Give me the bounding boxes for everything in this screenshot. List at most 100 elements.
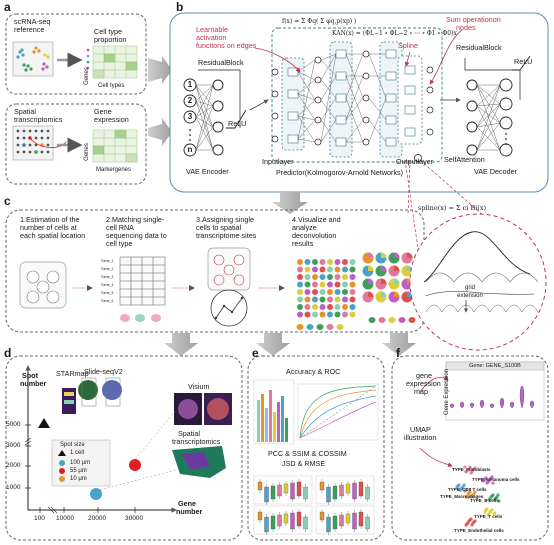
d-ylabel-1: Spot bbox=[22, 371, 38, 380]
boxplot-box bbox=[365, 516, 370, 530]
decoder-nodes-2 bbox=[499, 78, 513, 157]
pie-spot bbox=[334, 311, 341, 318]
celltype-prop-1: Cell type bbox=[94, 27, 122, 36]
accuracy-bar-chart bbox=[253, 379, 295, 445]
pie-slice bbox=[381, 265, 387, 271]
step2-cells bbox=[120, 314, 161, 322]
panel-a-bottom-box bbox=[5, 103, 147, 185]
umap-point bbox=[496, 493, 500, 497]
step1-line3: each spatial location bbox=[20, 231, 86, 240]
boxplot-box bbox=[283, 513, 289, 524]
output-layer: Outputlayer bbox=[396, 157, 434, 166]
umap-label-tcells: TYPE_T cells bbox=[474, 514, 503, 519]
grid-label-2: extension bbox=[457, 293, 483, 299]
step1-tissue-icon bbox=[19, 261, 67, 309]
violin bbox=[529, 400, 535, 409]
panel-b-box bbox=[169, 12, 549, 193]
gene-map-3: map bbox=[414, 387, 428, 396]
marker-visium bbox=[129, 459, 141, 471]
boxplot-box bbox=[296, 511, 302, 527]
legend-1cell: 1 cell bbox=[70, 450, 85, 456]
boxplot-box bbox=[352, 482, 357, 500]
violin bbox=[509, 401, 515, 409]
umap-point bbox=[486, 513, 490, 517]
umap-point bbox=[468, 465, 472, 469]
pie-spot bbox=[349, 296, 356, 303]
marker-slideseq bbox=[90, 488, 102, 500]
umap-label-melanoma: TYPE_Melanoma cells bbox=[472, 477, 520, 482]
pie-slice bbox=[407, 252, 413, 258]
pie-spot bbox=[312, 274, 318, 280]
step2-line4: cell type bbox=[106, 239, 133, 248]
legend-title: Spot size bbox=[60, 442, 85, 448]
umap-point bbox=[489, 476, 493, 480]
umap-label-endo: TYPE_Endothelial cells bbox=[454, 528, 504, 533]
pie-spot bbox=[327, 281, 333, 288]
spline-label: Spline bbox=[398, 41, 418, 50]
pie-slice bbox=[381, 291, 387, 297]
ytick-2000: 2000 bbox=[6, 462, 21, 469]
pie-spot bbox=[349, 311, 356, 318]
boxplot-box bbox=[352, 512, 357, 530]
pie-spot bbox=[334, 274, 341, 280]
celltype-prop-2: proportion bbox=[94, 35, 127, 44]
panel-letter-e: e bbox=[252, 346, 259, 360]
umap-label-fibro: TYPE_Fibroblasts bbox=[452, 467, 491, 472]
vae-encoder: VAE Encoder bbox=[186, 167, 229, 176]
cell-blob bbox=[398, 317, 406, 323]
pie-spot bbox=[334, 304, 341, 310]
pie-slice bbox=[381, 252, 387, 258]
accuracy-label: Accuracy & ROC bbox=[286, 367, 341, 376]
umap-point bbox=[473, 490, 477, 494]
step2-matrix bbox=[119, 256, 166, 306]
gene-expression-axis: Gene Expression bbox=[444, 368, 451, 416]
learnable-1: Learnable bbox=[196, 25, 228, 34]
pie-spot bbox=[319, 311, 326, 318]
pie-spot bbox=[342, 274, 348, 280]
sum-label-1: Sum operationon bbox=[446, 15, 501, 24]
pie-slice bbox=[394, 278, 400, 284]
formula-top: f(x) = Σ Φq( Σ φq,p(xp) ) bbox=[282, 18, 357, 25]
boxplot-box bbox=[319, 511, 325, 521]
cell-blob bbox=[388, 317, 396, 323]
pie-spot bbox=[297, 296, 303, 303]
pie-spot bbox=[297, 304, 303, 310]
boxplot-box bbox=[358, 511, 364, 527]
relu-left: ReLU bbox=[228, 119, 247, 128]
d-axes bbox=[25, 365, 177, 513]
pie-spot bbox=[334, 266, 341, 273]
pie-spot bbox=[319, 281, 326, 288]
pie-spot bbox=[319, 266, 326, 273]
violin bbox=[519, 385, 525, 409]
boxplot-box bbox=[358, 481, 364, 497]
pie-spot bbox=[334, 281, 341, 288]
pie-slice bbox=[368, 291, 374, 297]
residual-path-left bbox=[198, 69, 241, 128]
umap-point bbox=[484, 508, 488, 512]
gene-row-2: Gene_2 bbox=[101, 267, 114, 271]
pie-slice bbox=[394, 252, 400, 258]
cell-blob bbox=[336, 324, 344, 330]
step4-line3: deconvolution bbox=[292, 231, 337, 240]
step4-line1: 4.Visualize and bbox=[292, 215, 341, 224]
arrow-a-to-b-bottom bbox=[148, 118, 172, 146]
boxplot-box bbox=[326, 516, 331, 533]
pie-spot bbox=[349, 281, 356, 288]
grid-label-1: grid bbox=[464, 285, 475, 291]
boxplot-box bbox=[270, 515, 276, 530]
relu-left-glyph bbox=[226, 109, 247, 129]
pie-spot bbox=[304, 281, 311, 288]
spline-curve bbox=[423, 231, 539, 313]
umap-point bbox=[487, 498, 491, 502]
starmap-label: STARmap bbox=[56, 369, 89, 378]
boxplot-box bbox=[264, 516, 269, 533]
panel-letter-a: a bbox=[4, 0, 11, 14]
boxplot-frame bbox=[253, 505, 313, 535]
metric-boxplots bbox=[253, 475, 375, 535]
umap-point bbox=[464, 470, 468, 474]
pie-spot bbox=[319, 304, 326, 310]
boxplot-box bbox=[339, 484, 344, 497]
pie-spot bbox=[327, 289, 333, 295]
pie-slice bbox=[394, 291, 400, 297]
residual-right: ResidualBlock bbox=[456, 43, 502, 52]
